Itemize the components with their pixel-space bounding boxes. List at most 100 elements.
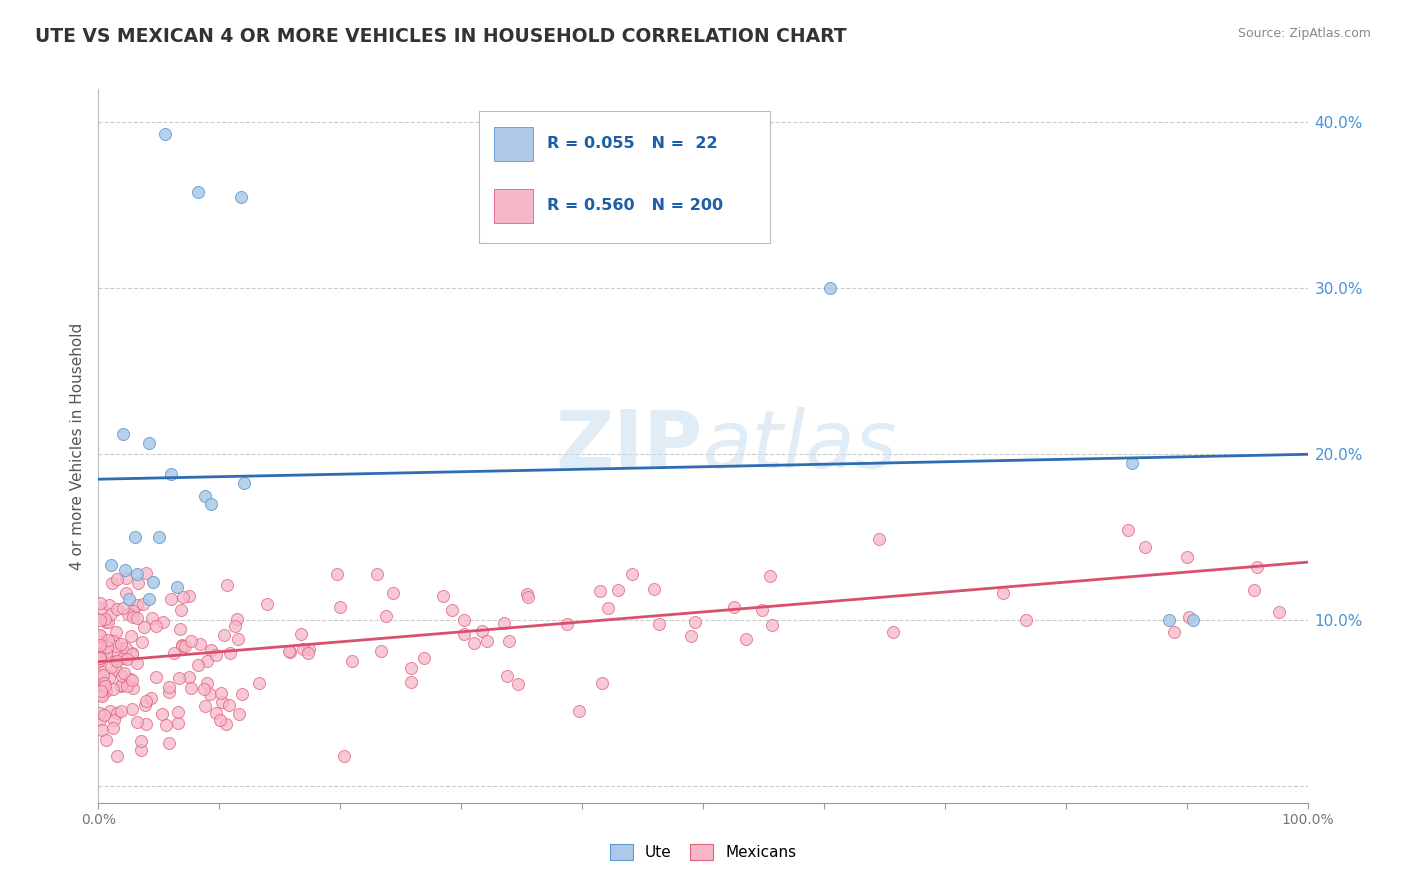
Point bbox=[105, 706, 128, 721]
Point bbox=[96, 640, 118, 654]
Point bbox=[100, 575, 122, 590]
Point bbox=[162, 646, 184, 660]
Point bbox=[453, 613, 475, 627]
Point bbox=[991, 586, 1014, 600]
Point bbox=[138, 435, 160, 450]
FancyBboxPatch shape bbox=[479, 111, 769, 243]
Point bbox=[120, 672, 142, 686]
Point bbox=[101, 721, 124, 735]
Point bbox=[170, 640, 193, 654]
Point bbox=[643, 582, 665, 597]
Point bbox=[170, 638, 193, 652]
Point bbox=[135, 694, 157, 708]
Point bbox=[211, 695, 233, 709]
Point bbox=[89, 706, 111, 720]
Point bbox=[100, 607, 122, 621]
Point bbox=[121, 647, 143, 661]
Point bbox=[190, 637, 212, 651]
Point bbox=[413, 650, 436, 665]
Point bbox=[475, 634, 498, 648]
Point bbox=[139, 690, 162, 705]
Point bbox=[98, 671, 121, 685]
Text: R = 0.055   N =  22: R = 0.055 N = 22 bbox=[547, 136, 717, 151]
Point bbox=[498, 634, 520, 648]
Point bbox=[118, 591, 141, 606]
Point bbox=[94, 683, 117, 698]
Point bbox=[516, 587, 538, 601]
Point bbox=[115, 652, 138, 666]
Point bbox=[110, 678, 132, 692]
Point bbox=[208, 713, 231, 727]
Point bbox=[127, 611, 149, 625]
Point bbox=[125, 657, 148, 671]
Point bbox=[129, 743, 152, 757]
Point bbox=[94, 612, 117, 626]
Point bbox=[91, 601, 114, 615]
Point bbox=[145, 619, 167, 633]
Legend: Ute, Mexicans: Ute, Mexicans bbox=[603, 838, 803, 866]
Point bbox=[134, 698, 156, 712]
Point bbox=[228, 706, 250, 721]
Point bbox=[89, 651, 111, 665]
Point bbox=[93, 679, 115, 693]
Point bbox=[226, 632, 249, 646]
Point bbox=[209, 686, 232, 700]
Point bbox=[326, 567, 349, 582]
Point bbox=[98, 704, 121, 718]
Point bbox=[180, 681, 202, 696]
Point bbox=[132, 597, 155, 611]
Point bbox=[138, 591, 160, 606]
Point bbox=[93, 676, 115, 690]
Point bbox=[101, 634, 124, 648]
Point bbox=[683, 615, 706, 630]
Point bbox=[89, 648, 111, 662]
Point bbox=[463, 635, 485, 649]
Point bbox=[89, 628, 111, 642]
Point bbox=[135, 717, 157, 731]
Point bbox=[97, 632, 120, 647]
Point bbox=[758, 568, 780, 582]
Point bbox=[155, 718, 177, 732]
Point bbox=[122, 681, 145, 696]
Point bbox=[111, 650, 134, 665]
Point bbox=[91, 633, 114, 648]
Point bbox=[172, 590, 194, 604]
Point bbox=[114, 564, 136, 578]
Point bbox=[111, 600, 134, 615]
Point bbox=[97, 615, 120, 630]
Point bbox=[89, 668, 111, 682]
Point bbox=[200, 497, 222, 511]
Point bbox=[121, 701, 143, 715]
Point bbox=[761, 618, 783, 632]
Point bbox=[471, 624, 494, 638]
Point bbox=[122, 610, 145, 624]
Text: Source: ZipAtlas.com: Source: ZipAtlas.com bbox=[1237, 27, 1371, 40]
Point bbox=[200, 642, 222, 657]
Point bbox=[187, 658, 209, 673]
Point bbox=[195, 654, 218, 668]
Point bbox=[169, 603, 191, 617]
Point bbox=[167, 716, 190, 731]
Point bbox=[1246, 559, 1268, 574]
Point bbox=[142, 575, 165, 590]
Point bbox=[818, 281, 841, 295]
Point bbox=[111, 427, 134, 442]
Point bbox=[110, 637, 132, 651]
Point bbox=[125, 715, 148, 730]
Point bbox=[117, 607, 139, 621]
Point bbox=[166, 580, 188, 594]
Point bbox=[290, 627, 312, 641]
Point bbox=[157, 681, 180, 695]
Point bbox=[132, 620, 155, 634]
Text: ZIP: ZIP bbox=[555, 407, 703, 485]
Point bbox=[90, 684, 112, 698]
Point bbox=[370, 644, 392, 658]
Point bbox=[89, 681, 111, 695]
Point bbox=[441, 603, 464, 617]
Point bbox=[90, 689, 112, 703]
Point bbox=[174, 639, 197, 653]
Point bbox=[224, 619, 246, 633]
Point bbox=[506, 677, 529, 691]
Point bbox=[205, 648, 228, 662]
Point bbox=[157, 736, 180, 750]
